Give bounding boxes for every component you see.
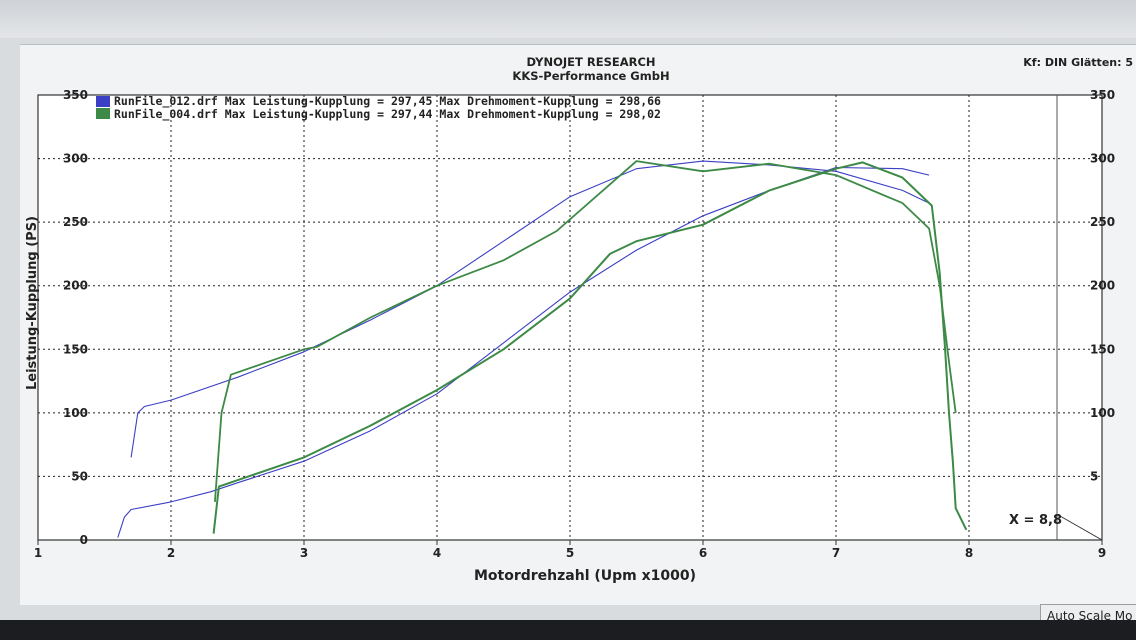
y-tick-label-left: 200 [63,279,88,293]
y-tick-label-right: 200 [1090,279,1115,293]
x-tick-label: 8 [965,546,973,560]
y-tick-label-right: 300 [1090,152,1115,166]
legend-entry-run-004: RunFile_004.drf Max Leistung-Kupplung = … [114,107,661,122]
top-taskbar-strip [0,0,1136,38]
y-axis-title: Leistung-Kupplung (PS) [25,216,40,390]
y-tick-label-left: 50 [71,469,88,483]
x-tick-label: 2 [167,546,175,560]
x-tick-label: 6 [699,546,707,560]
cursor-readout: X = 8,8 [1009,513,1062,528]
y-tick-label-left: 250 [63,215,88,229]
legend-entry-run-012: RunFile_012.drf Max Leistung-Kupplung = … [114,94,661,109]
y-tick-label-left: 100 [63,406,88,420]
x-tick-label: 4 [433,546,441,560]
series-line-1 [130,160,930,458]
screen-bottom-bezel [0,620,1136,640]
y-tick-label-left: 150 [63,342,88,356]
report-subtitle: KKS-Performance GmbH [512,69,669,83]
y-tick-label-left: 350 [63,88,88,102]
cursor-pointer-line [1059,515,1103,541]
x-tick-label: 7 [832,546,840,560]
series-line-2 [212,161,968,534]
x-tick-label: 3 [300,546,308,560]
axis-ticks: 1 2 3 4 5 6 7 8 9 0 50 100 150 200 250 300 350 350 300 250 2… [34,88,1115,560]
legend-swatch-run-012 [96,96,110,107]
correction-settings: Kf: DIN Glätten: 5 [1023,56,1133,69]
y-tick-label-right: 350 [1090,88,1115,102]
series-line-3 [214,160,957,502]
y-tick-label-left: 300 [63,152,88,166]
y-tick-label-left: 0 [80,533,88,547]
x-tick-label: 5 [566,546,574,560]
y-tick-label-right: 100 [1090,406,1115,420]
x-tick-label: 1 [34,546,42,560]
y-tick-label-right: 150 [1090,342,1115,356]
grid-lines [38,95,1102,540]
series-layer [117,160,968,538]
y-tick-label-right: 250 [1090,215,1115,229]
legend-swatch-run-004 [96,108,110,119]
x-tick-label: 9 [1098,546,1106,560]
legend: RunFile_012.drf Max Leistung-Kupplung = … [96,94,661,122]
report-title: DYNOJET RESEARCH [526,55,655,69]
x-axis-title: Motordrehzahl (Upm x1000) [474,568,696,584]
y-tick-label-right: 5 [1090,469,1098,483]
